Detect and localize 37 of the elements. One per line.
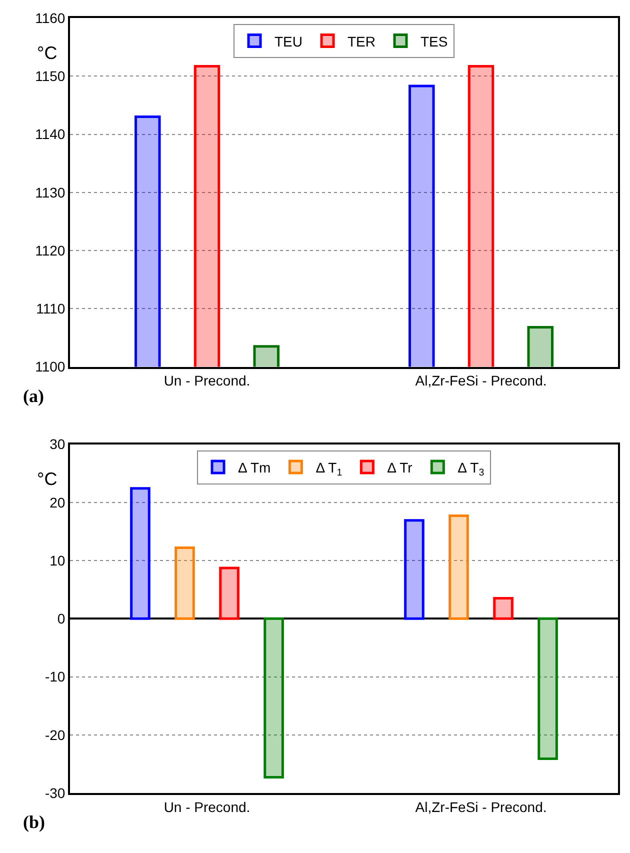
- y-tick-label: -30: [44, 784, 66, 801]
- y-tick-label: 1130: [35, 184, 66, 200]
- legend-label: Δ T$_{3}$: [458, 460, 485, 478]
- y-tick-label: 1100: [35, 358, 66, 375]
- legend-label: Δ Tm: [238, 460, 271, 476]
- y-tick-label: 0: [57, 610, 66, 627]
- y-tick-label: 20: [50, 494, 66, 510]
- y-tick-label: 1120: [35, 242, 66, 258]
- legend-label: Δ T$_{1}$: [316, 460, 342, 478]
- y-tick-label: 10: [50, 552, 66, 568]
- y-tick-label: 1140: [35, 126, 66, 142]
- y-axis-title: °C: [37, 469, 58, 489]
- x-tick-label: Al,Zr-FeSi - Precond.: [415, 798, 547, 815]
- bar: [130, 487, 150, 620]
- y-tick-label: 1160: [35, 10, 66, 26]
- bar: [493, 597, 514, 620]
- bar: [404, 519, 424, 620]
- text: (a): [23, 386, 44, 406]
- bar: [448, 514, 469, 620]
- y-tick-label: -20: [44, 726, 66, 743]
- y-axis-title: °C: [37, 43, 58, 63]
- legend-label: TES: [420, 33, 448, 50]
- text: (b): [23, 812, 46, 832]
- x-tick-label: Un - Precond.: [164, 372, 250, 389]
- y-tick-label: 30: [50, 436, 66, 452]
- y-tick-label: -10: [44, 668, 66, 685]
- y-tick-label: 1110: [36, 300, 66, 317]
- legend-label: TEU: [274, 33, 302, 50]
- legend-label: TER: [348, 33, 376, 50]
- bar: [219, 566, 240, 620]
- legend-label: Δ Tr: [387, 460, 413, 476]
- x-tick-label: Un - Precond.: [164, 798, 250, 815]
- bar: [174, 546, 195, 620]
- x-tick-label: Al,Zr-FeSi - Precond.: [415, 372, 547, 389]
- bar: [538, 617, 558, 760]
- bar: [264, 617, 284, 779]
- y-tick-label: 1150: [35, 68, 66, 84]
